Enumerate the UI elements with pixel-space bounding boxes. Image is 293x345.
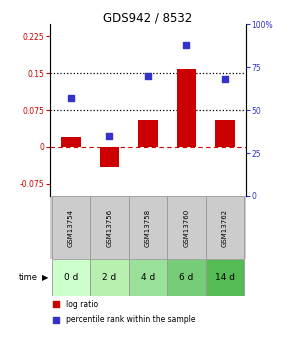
Text: GSM13758: GSM13758 xyxy=(145,208,151,247)
Point xyxy=(53,317,58,323)
FancyBboxPatch shape xyxy=(167,259,206,296)
FancyBboxPatch shape xyxy=(206,196,244,259)
Text: GSM13762: GSM13762 xyxy=(222,208,228,247)
Text: 6 d: 6 d xyxy=(179,273,194,282)
Bar xyxy=(177,69,196,147)
Point xyxy=(184,42,189,48)
Text: GSM13760: GSM13760 xyxy=(183,208,190,247)
Text: time: time xyxy=(19,273,38,282)
Bar xyxy=(138,120,158,147)
Text: GSM13756: GSM13756 xyxy=(106,208,113,247)
Point xyxy=(107,133,112,139)
FancyBboxPatch shape xyxy=(129,259,167,296)
FancyBboxPatch shape xyxy=(206,259,244,296)
Text: percentile rank within the sample: percentile rank within the sample xyxy=(66,315,195,324)
Text: ▶: ▶ xyxy=(42,273,49,282)
Text: 4 d: 4 d xyxy=(141,273,155,282)
Point xyxy=(53,302,58,307)
Text: 2 d: 2 d xyxy=(102,273,117,282)
FancyBboxPatch shape xyxy=(167,196,206,259)
Text: log ratio: log ratio xyxy=(66,299,98,309)
Text: GSM13754: GSM13754 xyxy=(68,208,74,247)
Text: 14 d: 14 d xyxy=(215,273,235,282)
Point xyxy=(69,95,73,101)
FancyBboxPatch shape xyxy=(90,196,129,259)
Title: GDS942 / 8532: GDS942 / 8532 xyxy=(103,11,193,24)
FancyBboxPatch shape xyxy=(52,196,90,259)
FancyBboxPatch shape xyxy=(90,259,129,296)
FancyBboxPatch shape xyxy=(129,196,167,259)
Point xyxy=(223,76,227,82)
Bar xyxy=(215,120,235,147)
Text: 0 d: 0 d xyxy=(64,273,78,282)
Point xyxy=(146,73,150,78)
Bar xyxy=(100,147,119,167)
FancyBboxPatch shape xyxy=(52,259,90,296)
Bar xyxy=(61,137,81,147)
